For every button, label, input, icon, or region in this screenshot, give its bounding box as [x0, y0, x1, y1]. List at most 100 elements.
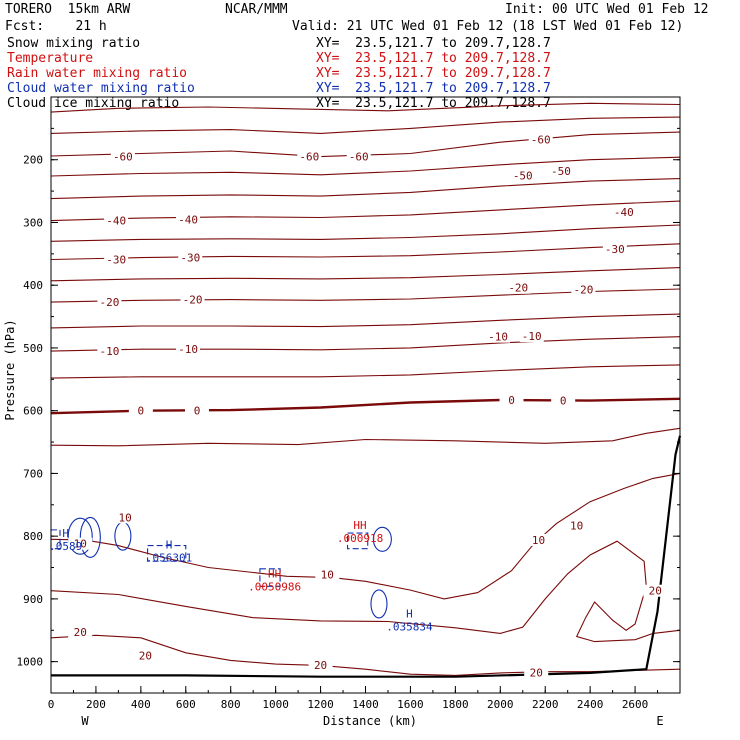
x-tick-label: 200	[86, 698, 106, 711]
legend-xy: XY= 23.5,121.7 to 209.7,128.7	[316, 96, 551, 111]
maximum-value: .0050986	[248, 580, 301, 593]
contour-label-bg	[510, 169, 535, 182]
cloud-water-contour	[67, 517, 93, 555]
x-tick-label: 2400	[577, 698, 604, 711]
axes: 0 200 400 600 800 1000 1200 1400 1600 1800 2000 220…	[17, 96, 681, 711]
contour-label: -50	[551, 165, 571, 178]
contour-label-bg	[297, 150, 322, 163]
contour-label-bg	[346, 150, 371, 163]
contour-label-bg	[104, 214, 129, 227]
x-axis-label: Distance (km)	[323, 714, 417, 728]
model-title: TORERO 15km ARW	[5, 2, 131, 17]
contour-label-bg	[180, 293, 205, 306]
contour-label-bg	[611, 205, 636, 218]
contour-label: 20	[314, 659, 327, 672]
legend-label: Cloud water mixing ratio	[7, 81, 195, 96]
contour-label-bg	[178, 251, 203, 264]
maximum-value: .0589	[49, 540, 82, 553]
contour-label-bg	[551, 394, 576, 407]
contour-label: -20	[573, 284, 593, 297]
contour-label: -10	[488, 331, 508, 344]
contour-label-bg	[486, 330, 511, 343]
maximum-value: .035834	[386, 620, 433, 633]
contour-label: 0	[560, 395, 567, 408]
y-tick-label: 600	[23, 405, 43, 418]
cloud-water-contour	[372, 526, 392, 552]
y-axis-label: Pressure (hPa)	[3, 319, 17, 420]
x-axis-right-end: E	[656, 714, 663, 728]
x-tick-label: 2200	[532, 698, 559, 711]
x-tick-label: 1200	[307, 698, 334, 711]
maximum-marker: H	[406, 607, 413, 620]
legend-label: Temperature	[7, 51, 94, 66]
x-tick-label: 600	[176, 698, 196, 711]
contour-label: -30	[605, 243, 625, 256]
contour-label: -20	[508, 282, 528, 295]
contour-label: -20	[183, 294, 203, 307]
contour-label: -20	[99, 296, 119, 309]
x-tick-label: 400	[131, 698, 151, 711]
contour-label-bg	[68, 537, 93, 550]
contour-label: 20	[74, 626, 87, 639]
contour-label-bg	[113, 511, 138, 524]
cloud-water-contour	[114, 521, 132, 551]
contour-label-bg	[176, 213, 201, 226]
contour-label-bg	[564, 519, 589, 532]
isotherm	[50, 243, 681, 261]
x-tick-label: 0	[48, 698, 55, 711]
isotherm	[50, 634, 681, 676]
contour-label: -50	[513, 169, 533, 182]
cloud-water-contour	[370, 589, 388, 619]
x-tick-label: 1600	[397, 698, 424, 711]
contour-label: -60	[531, 134, 551, 147]
contour-label-bg	[524, 666, 549, 679]
contour-label-bg	[548, 165, 573, 178]
init-time: Init: 00 UTC Wed 01 Feb 12	[505, 2, 709, 17]
contour-label-bg	[133, 649, 158, 662]
isotherm	[50, 364, 681, 379]
maximum-marker: HH	[353, 519, 366, 532]
cloud-water-contour	[259, 568, 281, 587]
contour-label: -10	[99, 345, 119, 358]
contour-label: 10	[570, 519, 583, 532]
x-tick-label: 1800	[442, 698, 469, 711]
maximum-value: .000918	[337, 532, 383, 545]
forecast-hour: Fcst: 21 h	[5, 19, 107, 34]
contour-label: -30	[106, 253, 126, 266]
x-tick-label: 1400	[352, 698, 379, 711]
maxima-markers: H.0589 H.056301HH.0050986HH.000918H.03583…	[49, 519, 433, 633]
contour-label: 20	[139, 649, 152, 662]
isotherm	[50, 427, 681, 447]
isotherm	[50, 156, 681, 177]
contour-label: 20	[649, 585, 662, 598]
maximum-marker: HH	[268, 567, 281, 580]
contour-label-bg	[185, 404, 210, 417]
isotherm	[50, 224, 681, 242]
contour-label-bg	[308, 658, 333, 671]
contour-label-bg	[97, 296, 122, 309]
contour-label-bg	[506, 281, 531, 294]
contour-label-bg	[97, 345, 122, 358]
isotherm	[50, 178, 681, 200]
maximum-marker: H	[166, 538, 173, 551]
contour-label-bg	[315, 568, 340, 581]
contour-label: 20	[530, 666, 543, 679]
contour-label-bg	[110, 150, 135, 163]
y-tick-label: 800	[23, 530, 43, 543]
contour-label-bg	[571, 283, 596, 296]
isotherm	[50, 313, 681, 329]
cloud-water-contour	[346, 532, 369, 550]
isotherm	[50, 102, 681, 113]
contour-label: -60	[299, 151, 319, 164]
contour-label-bg	[528, 133, 553, 146]
contour-label-bg	[499, 394, 524, 407]
isotherm	[50, 336, 681, 352]
x-tick-label: 800	[221, 698, 241, 711]
legend-label: Cloud ice mixing ratio	[7, 96, 180, 111]
contour-label: -40	[178, 213, 198, 226]
isotherm	[50, 200, 681, 222]
contour-label-bg	[128, 404, 153, 417]
cloud-water-contour	[79, 516, 101, 558]
contour-label-bg	[68, 626, 93, 639]
contour-label: 0	[194, 405, 201, 418]
